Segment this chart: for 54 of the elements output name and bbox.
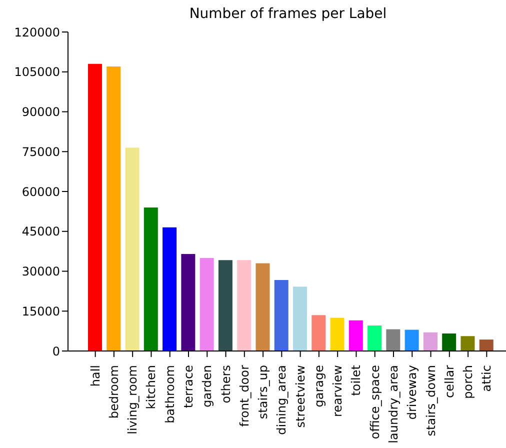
x-tick-label: kitchen <box>144 365 158 410</box>
y-tick-label: 30000 <box>22 264 60 279</box>
bar <box>181 254 196 351</box>
x-tick-label: dining_area <box>274 365 289 435</box>
y-tick-label: 105000 <box>14 65 60 80</box>
bar <box>348 320 363 351</box>
x-tick-label: rearview <box>330 364 345 417</box>
bar <box>106 66 121 351</box>
bar <box>144 207 158 351</box>
bar <box>88 64 102 351</box>
bar <box>237 260 252 351</box>
bar <box>200 258 214 351</box>
y-tick-label: 15000 <box>22 304 60 318</box>
y-tick-label: 0 <box>52 344 60 358</box>
x-tick-label: laundry_area <box>386 365 400 444</box>
x-tick-label: office_space <box>368 365 382 440</box>
y-tick-label: 60000 <box>22 184 60 199</box>
y-tick-label: 45000 <box>22 224 60 239</box>
bar <box>479 340 494 351</box>
x-tick-label: hall <box>88 365 102 387</box>
bar <box>312 315 326 351</box>
bar <box>162 227 177 351</box>
bar <box>293 286 307 351</box>
x-tick-label: driveway <box>405 365 420 420</box>
x-tick-label: garage <box>312 365 326 408</box>
bar <box>256 263 270 351</box>
x-tick-label: cellar <box>442 364 456 398</box>
x-tick-label: bathroom <box>162 365 177 424</box>
x-tick-label: attic <box>480 365 494 392</box>
x-tick-label: streetview <box>293 364 308 428</box>
x-tick-label: others <box>218 365 233 404</box>
bar <box>386 329 400 351</box>
bar <box>274 280 288 351</box>
x-tick-label: toilet <box>349 364 364 396</box>
bar <box>442 333 456 351</box>
chart-title: Number of frames per Label <box>188 6 388 24</box>
y-tick-label: 75000 <box>22 144 60 159</box>
y-tick-label: 120000 <box>14 25 60 40</box>
bar <box>368 325 382 351</box>
bar <box>125 148 140 351</box>
x-tick-label: stairs_up <box>256 365 270 420</box>
x-tick-label: front_door <box>237 364 252 427</box>
x-tick-label: living_room <box>126 365 140 434</box>
bar <box>218 260 232 351</box>
x-tick-label: stairs_down <box>424 365 438 436</box>
bar <box>423 332 438 351</box>
bar <box>404 330 419 351</box>
x-tick-label: garden <box>200 365 214 408</box>
x-tick-label: porch <box>461 365 476 399</box>
bar <box>460 336 475 351</box>
x-tick-label: bedroom <box>106 365 121 419</box>
y-tick-label: 90000 <box>22 105 60 120</box>
x-tick-label: terrace <box>182 365 196 408</box>
bar <box>330 318 344 351</box>
